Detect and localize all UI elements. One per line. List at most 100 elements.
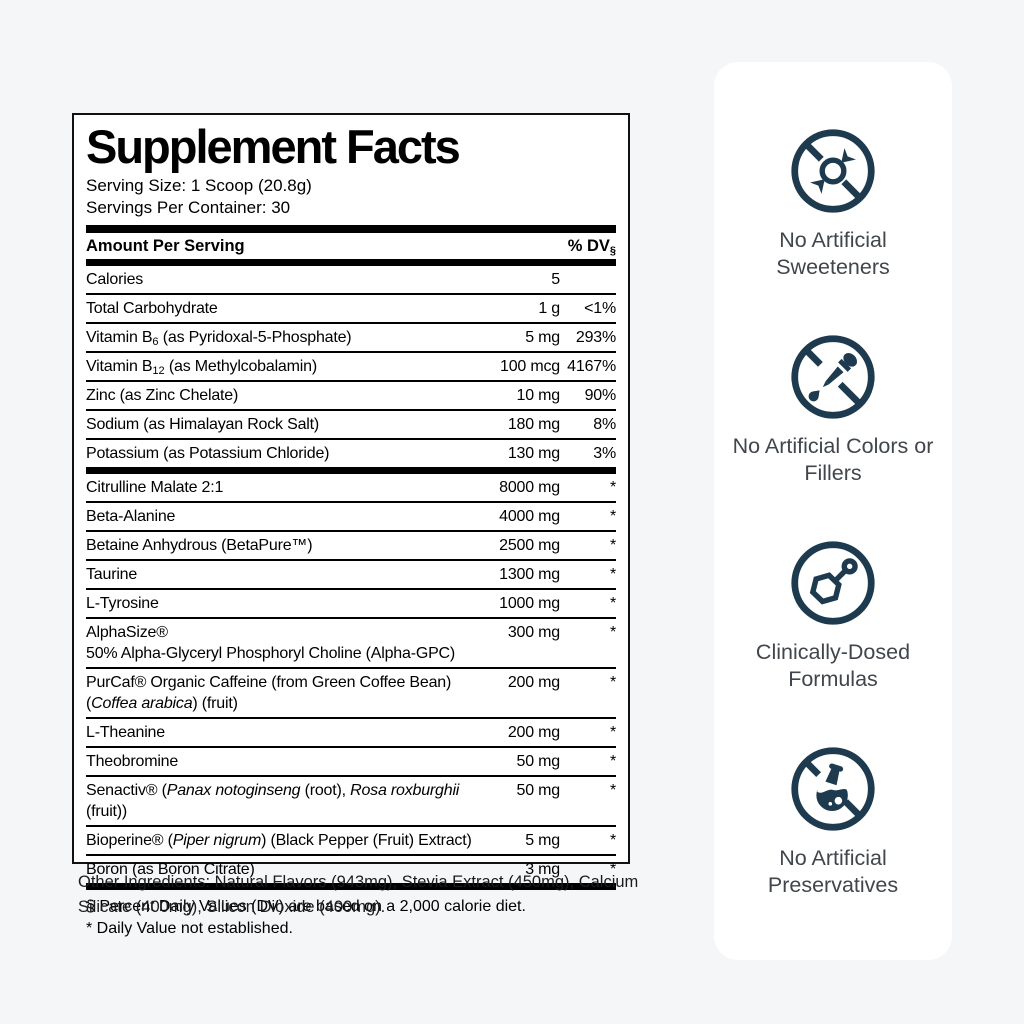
ingredient-amount: 5 <box>551 271 560 288</box>
percent-dv-text: % DV <box>567 237 610 255</box>
ingredient-dv: * <box>609 479 616 496</box>
ingredient-name: L-Theanine <box>86 722 472 743</box>
supplement-facts-panel: Supplement Facts Serving Size: 1 Scoop (… <box>72 113 630 937</box>
ingredient-name: Boron (as Boron Citrate) <box>86 859 472 880</box>
ingredient-name: Citrulline Malate 2:1 <box>86 477 472 498</box>
badge: Clinically-Dosed Formulas <box>728 538 938 744</box>
text-segment: L-Theanine <box>86 724 165 741</box>
text-segment: (as Methylcobalamin) <box>164 358 317 375</box>
table-row: Betaine Anhydrous (BetaPure™) 2500 mg * <box>86 532 616 561</box>
text-segment: Calories <box>86 271 144 288</box>
table-row-line1: Sodium (as Himalayan Rock Salt) 180 mg 8% <box>86 414 616 435</box>
ingredient-amount: 50 mg <box>516 782 561 799</box>
table-row-line1: Citrulline Malate 2:1 8000 mg * <box>86 477 616 498</box>
ingredient-dv: * <box>609 566 616 583</box>
table-row-line1: Calories 5 <box>86 269 616 290</box>
table-row-line1: Taurine 1300 mg * <box>86 564 616 585</box>
table-row: Potassium (as Potassium Chloride) 130 mg 3… <box>86 440 616 474</box>
ingredient-name: L-Tyrosine <box>86 593 472 614</box>
table-row-line1: Betaine Anhydrous (BetaPure™) 2500 mg * <box>86 535 616 556</box>
ingredient-amount: 1300 mg <box>499 566 560 583</box>
badge-label: No Artificial Colors or Fillers <box>732 434 934 485</box>
ingredient-name: Theobromine <box>86 751 472 772</box>
table-row-line1: AlphaSize® 300 mg * <box>86 622 616 643</box>
ingredient-amount: 1000 mg <box>499 595 560 612</box>
ingredient-name-line2: 50% Alpha-Glyceryl Phosphoryl Choline (A… <box>86 643 616 664</box>
badge-label: No Artificial Sweeteners <box>776 228 890 279</box>
table-row-line1: PurCaf® Organic Caffeine (from Green Cof… <box>86 672 616 693</box>
table-row: Senactiv® (Panax notoginseng (root), Ros… <box>86 777 616 827</box>
ingredient-dv: * <box>609 508 616 525</box>
ingredients-table: Calories 5 Total Carbohydrate 1 g <1% Vitamin… <box>86 266 616 890</box>
text-segment: Theobromine <box>86 753 179 770</box>
ingredient-name: PurCaf® Organic Caffeine (from Green Cof… <box>86 672 472 693</box>
ingredient-name: Sodium (as Himalayan Rock Salt) <box>86 414 472 435</box>
table-row-line1: Bioperine® (Piper nigrum) (Black Pepper … <box>86 830 616 851</box>
clinically-dosed-formulas-icon <box>788 538 878 628</box>
ingredient-amount: 2500 mg <box>499 537 560 554</box>
text-segment: Piper nigrum <box>172 832 262 849</box>
table-row: Vitamin B12 (as Methylcobalamin) 100 mcg 4… <box>86 353 616 382</box>
ingredient-amount: 8000 mg <box>499 479 560 496</box>
text-segment: 50% Alpha-Glyceryl Phosphoryl Choline (A… <box>86 645 456 662</box>
no-artificial-sweeteners-icon <box>788 126 878 216</box>
table-row: Theobromine 50 mg * <box>86 748 616 777</box>
ingredient-dv: <1% <box>584 300 616 317</box>
ingredient-name: AlphaSize® <box>86 622 472 643</box>
text-segment: Total Carbohydrate <box>86 300 218 317</box>
text-segment: 6 <box>152 336 159 348</box>
text-segment: L-Tyrosine <box>86 595 159 612</box>
badge-label: No Artificial Preservatives <box>767 846 899 897</box>
text-segment: Boron (as Boron Citrate) <box>86 861 255 878</box>
ingredient-amount: 3 mg <box>525 861 560 878</box>
ingredient-amount: 200 mg <box>507 674 560 691</box>
ingredient-dv: 293% <box>575 329 616 346</box>
table-row-line1: Vitamin B6 (as Pyridoxal-5-Phosphate) 5 m… <box>86 327 616 348</box>
text-segment: Sodium (as Himalayan Rock Salt) <box>86 416 319 433</box>
text-segment: ( <box>86 695 92 712</box>
ingredient-dv: * <box>609 782 616 799</box>
table-row-line1: Boron (as Boron Citrate) 3 mg * <box>86 859 616 880</box>
ingredient-name: Vitamin B12 (as Methylcobalamin) <box>86 356 472 377</box>
ingredient-name: Vitamin B6 (as Pyridoxal-5-Phosphate) <box>86 327 472 348</box>
ingredient-amount: 100 mcg <box>500 358 560 375</box>
ingredient-dv: * <box>609 832 616 849</box>
table-row: Calories 5 <box>86 266 616 295</box>
ingredient-amount: 200 mg <box>507 724 560 741</box>
text-segment: (as Pyridoxal-5-Phosphate) <box>158 329 352 346</box>
text-segment: (fruit)) <box>86 803 128 820</box>
text-segment: Potassium (as Potassium Chloride) <box>86 445 330 462</box>
badge-label: Clinically-Dosed Formulas <box>755 640 911 691</box>
footnote-dv: § Percent Daily Values (DV) are based on… <box>86 898 526 915</box>
ingredient-name-line2: (Coffea arabica) (fruit) <box>86 693 616 714</box>
divider-thick <box>86 225 616 233</box>
ingredient-amount: 130 mg <box>507 445 560 462</box>
ingredient-name: Bioperine® (Piper nigrum) (Black Pepper … <box>86 830 472 851</box>
text-segment: ) (fruit) <box>192 695 238 712</box>
ingredient-dv: * <box>609 674 616 691</box>
ingredient-amount: 50 mg <box>516 753 561 770</box>
no-artificial-colors-fillers-icon <box>788 332 878 422</box>
ingredient-dv: * <box>609 724 616 741</box>
text-segment: Senactiv® ( <box>86 782 167 799</box>
text-segment: Bioperine® ( <box>86 832 173 849</box>
text-segment: ) (Black Pepper (Fruit) Extract) <box>261 832 472 849</box>
table-row: Taurine 1300 mg * <box>86 561 616 590</box>
table-row-line1: Senactiv® (Panax notoginseng (root), Ros… <box>86 780 616 822</box>
ingredient-dv: * <box>609 537 616 554</box>
divider-thick <box>86 259 616 266</box>
ingredient-dv: * <box>609 753 616 770</box>
no-artificial-preservatives-icon <box>788 744 878 834</box>
table-row: Total Carbohydrate 1 g <1% <box>86 295 616 324</box>
ingredient-name: Taurine <box>86 564 472 585</box>
table-row-line1: Vitamin B12 (as Methylcobalamin) 100 mcg 4… <box>86 356 616 377</box>
table-row: Zinc (as Zinc Chelate) 10 mg 90% <box>86 382 616 411</box>
table-row-line1: L-Theanine 200 mg * <box>86 722 616 743</box>
table-row: Beta-Alanine 4000 mg * <box>86 503 616 532</box>
ingredient-dv: 3% <box>593 445 616 462</box>
table-row-line1: Beta-Alanine 4000 mg * <box>86 506 616 527</box>
text-segment: Vitamin B <box>86 329 153 346</box>
table-row: L-Tyrosine 1000 mg * <box>86 590 616 619</box>
ingredient-amount: 4000 mg <box>499 508 560 525</box>
